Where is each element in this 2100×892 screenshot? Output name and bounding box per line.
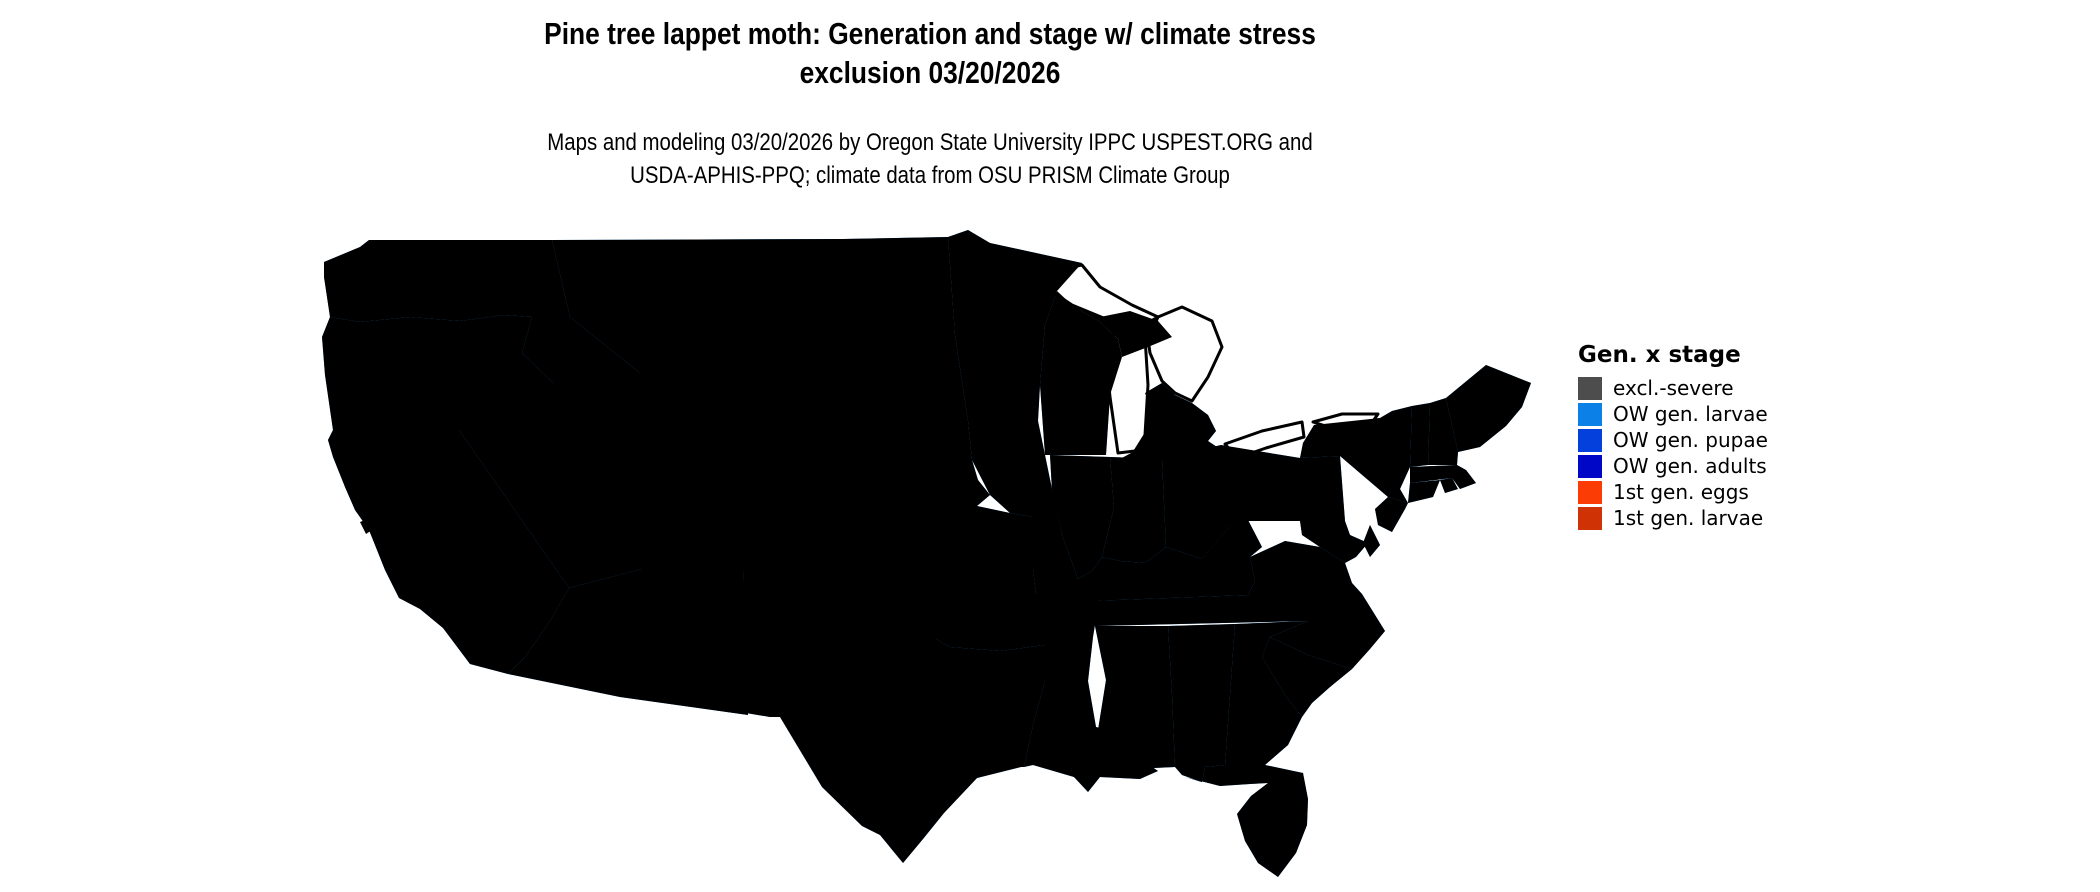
subtitle-line-2: USDA-APHIS-PPQ; climate data from OSU PR…	[630, 162, 1230, 189]
legend-item-ow_larvae: OW gen. larvae	[1578, 403, 1768, 426]
legend-item-ow_pupae: OW gen. pupae	[1578, 429, 1768, 452]
legend-swatch-excl_severe	[1578, 377, 1602, 400]
legend-label-ow_pupae: OW gen. pupae	[1613, 428, 1768, 452]
title-line-2: exclusion 03/20/2026	[799, 55, 1061, 90]
legend-item-first_eggs: 1st gen. eggs	[1578, 481, 1768, 504]
zone-eggs-west-texas-speck2	[768, 791, 774, 796]
zone-1st-larvae-keys3	[1280, 883, 1290, 887]
us-map	[300, 225, 1550, 892]
zone-1st-larvae-keys2	[1258, 887, 1272, 891]
us-map-svg	[322, 230, 1531, 891]
legend-swatch-first_eggs	[1578, 481, 1602, 504]
legend-item-first_larvae: 1st gen. larvae	[1578, 507, 1768, 530]
subtitle-line-1: Maps and modeling 03/20/2026 by Oregon S…	[547, 129, 1313, 156]
legend-label-ow_adults: OW gen. adults	[1613, 454, 1767, 478]
legend-swatch-first_larvae	[1578, 507, 1602, 530]
san-francisco-bay	[360, 518, 375, 534]
legend: Gen. x stage excl.-severe OW gen. larvae O…	[1578, 342, 1768, 533]
zone-eggs-imperial-valley	[485, 671, 511, 694]
lake-huron	[1146, 305, 1224, 403]
legend-label-ow_larvae: OW gen. larvae	[1613, 402, 1768, 426]
legend-swatch-ow_pupae	[1578, 429, 1602, 452]
state-borders	[322, 230, 1531, 877]
legend-label-first_larvae: 1st gen. larvae	[1613, 506, 1764, 530]
legend-item-excl_severe: excl.-severe	[1578, 377, 1768, 400]
legend-items: excl.-severe OW gen. larvae OW gen. pupae O…	[1578, 377, 1768, 530]
title-line-1: Pine tree lappet moth: Generation and st…	[544, 16, 1316, 51]
legend-title: Gen. x stage	[1578, 342, 1741, 368]
map-title: Pine tree lappet moth: Generation and st…	[140, 14, 1721, 92]
map-subtitle: Maps and modeling 03/20/2026 by Oregon S…	[140, 126, 1721, 192]
legend-swatch-ow_larvae	[1578, 403, 1602, 426]
zone-1st-larvae-keys1	[1238, 885, 1250, 889]
legend-item-ow_adults: OW gen. adults	[1578, 455, 1768, 478]
zone-eggs-west-texas-speck	[752, 783, 760, 789]
legend-swatch-ow_adults	[1578, 455, 1602, 478]
puget-sound	[357, 249, 375, 297]
legend-label-excl_severe: excl.-severe	[1613, 376, 1734, 400]
legend-label-first_eggs: 1st gen. eggs	[1613, 480, 1749, 504]
